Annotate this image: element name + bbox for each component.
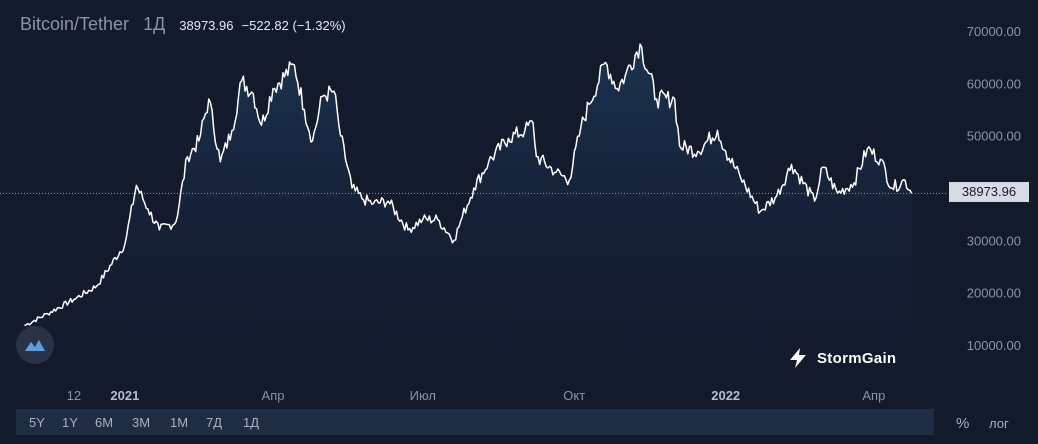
range-7d-button[interactable]: 7Д <box>206 409 222 435</box>
percent-scale-toggle[interactable]: % <box>956 415 970 432</box>
chart-header: Bitcoin/Tether 1Д 38973.96 −522.82 (−1.3… <box>20 14 346 35</box>
tradingview-logo[interactable] <box>16 326 54 364</box>
x-tick-label: Окт <box>563 388 585 403</box>
y-tick-label: 20000.00 <box>967 286 1021 301</box>
x-tick-label: 2022 <box>711 388 740 403</box>
x-tick-label: Апр <box>862 388 885 403</box>
y-tick-label: 60000.00 <box>967 76 1021 91</box>
price-change: −522.82 (−1.32%) <box>241 18 346 33</box>
y-tick-label: 50000.00 <box>967 129 1021 144</box>
x-tick-label: Июл <box>410 388 436 403</box>
range-toolbar: 5Y 1Y 6M 3M 1M 7Д 1Д % лог <box>0 409 1038 444</box>
x-tick-label: 2021 <box>110 388 139 403</box>
price-area-fill <box>24 44 912 372</box>
y-tick-label: 70000.00 <box>967 24 1021 39</box>
last-price-badge: 38973.96 <box>949 182 1029 202</box>
y-tick-label: 10000.00 <box>967 338 1021 353</box>
last-price: 38973.96 <box>179 18 234 33</box>
price-series-line <box>24 43 913 327</box>
x-tick-label: 12 <box>67 388 81 403</box>
interval-label[interactable]: 1Д <box>143 14 166 34</box>
range-1m-button[interactable]: 1M <box>170 409 188 435</box>
y-tick-label: 30000.00 <box>967 233 1021 248</box>
range-3m-button[interactable]: 3M <box>132 409 150 435</box>
brand-name: StormGain <box>817 349 897 367</box>
cloud-logo-icon <box>25 340 45 351</box>
log-scale-toggle[interactable]: лог <box>989 416 1009 431</box>
y-axis: 70000.0060000.0050000.0040000.0030000.00… <box>967 24 1021 353</box>
range-6m-button[interactable]: 6M <box>95 409 113 435</box>
lightning-icon <box>790 348 806 368</box>
toolbar-background <box>16 409 934 435</box>
x-axis: 12 2021 Апр Июл Окт 2022 Апр <box>67 388 886 403</box>
symbol-title: Bitcoin/Tether <box>20 14 130 34</box>
x-tick-label: Апр <box>262 388 285 403</box>
range-1y-button[interactable]: 1Y <box>62 409 78 435</box>
stormgain-logo: StormGain <box>787 347 896 369</box>
range-5y-button[interactable]: 5Y <box>29 409 45 435</box>
price-chart[interactable]: 70000.0060000.0050000.0040000.0030000.00… <box>0 0 1038 410</box>
range-1d-button[interactable]: 1Д <box>243 409 259 435</box>
